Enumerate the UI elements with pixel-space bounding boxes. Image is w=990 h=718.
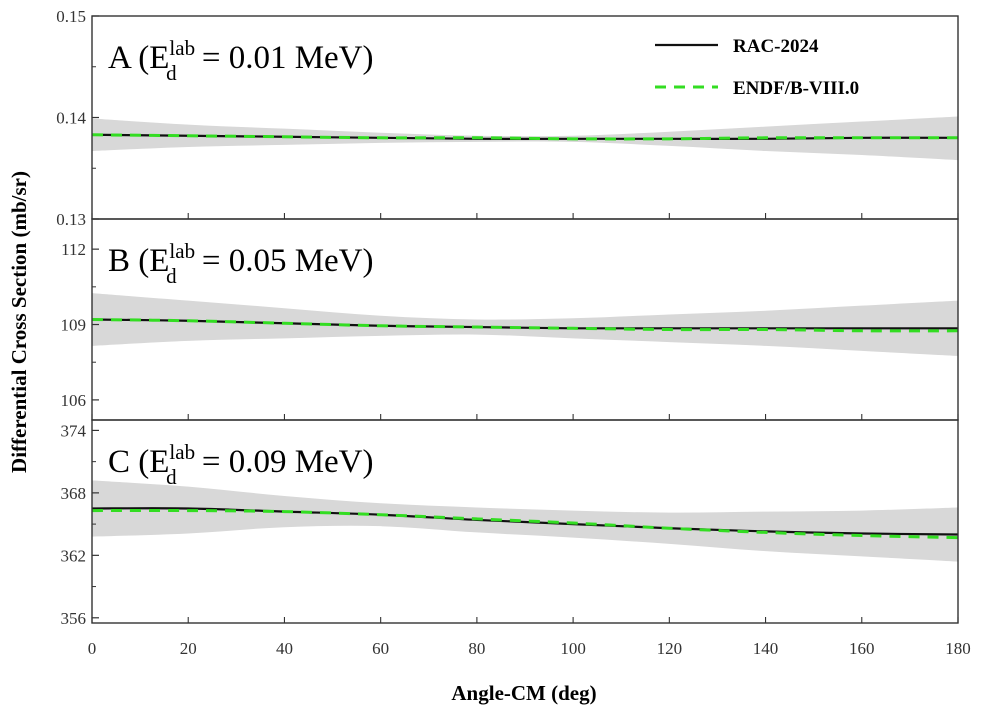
x-tick-label: 100 xyxy=(560,639,586,658)
series-line-rac-c xyxy=(92,507,958,536)
x-tick-label: 120 xyxy=(657,639,683,658)
y-tick-label-a: 0.13 xyxy=(56,210,86,229)
x-tick-label: 140 xyxy=(753,639,779,658)
legend-label-endf: ENDF/B-VIII.0 xyxy=(733,78,859,99)
panel-frame-c xyxy=(91,419,959,624)
y-axis-title: Differential Cross Section (mb/sr) xyxy=(7,171,31,473)
y-tick-label-a: 0.14 xyxy=(56,109,86,128)
x-tick-label: 40 xyxy=(276,639,293,658)
panel-b: 106 109 112 B (Elab d = 0.05 MeV) xyxy=(61,218,959,421)
x-tick-label: 80 xyxy=(468,639,485,658)
series-line-endf-c xyxy=(92,508,958,540)
x-tick-label: 60 xyxy=(372,639,389,658)
panel-c: 356 362 368 374 C (Elab d = 0.09 MeV) xyxy=(61,419,959,628)
series-line-rac-a xyxy=(92,133,958,140)
series-line-rac-b xyxy=(92,318,958,330)
panel-label-b: B (Elab d = 0.05 MeV) xyxy=(108,239,374,288)
panel-a: 0.13 0.14 0.15 A (Elab d = 0.01 MeV) xyxy=(56,7,959,229)
x-tick-label: 180 xyxy=(945,639,971,658)
panel-label-a: A (Elab d = 0.01 MeV) xyxy=(108,36,374,85)
x-tick-label: 20 xyxy=(180,639,197,658)
y-tick-label-c: 374 xyxy=(61,421,87,440)
x-tick-label: 160 xyxy=(849,639,875,658)
uncertainty-band-b xyxy=(92,293,958,356)
y-tick-label-b: 112 xyxy=(61,240,86,259)
y-tick-label-b: 109 xyxy=(61,316,87,335)
legend: RAC-2024 ENDF/B-VIII.0 xyxy=(655,36,859,99)
y-tick-label-c: 368 xyxy=(61,484,87,503)
panel-label-c: C (Elab d = 0.09 MeV) xyxy=(108,440,374,489)
x-tick-label: 0 xyxy=(88,639,97,658)
y-tick-label-c: 362 xyxy=(61,546,87,565)
y-tick-label-b: 106 xyxy=(61,391,87,410)
legend-label-rac: RAC-2024 xyxy=(733,36,819,57)
y-tick-label-a: 0.15 xyxy=(56,7,86,26)
y-tick-label-c: 356 xyxy=(61,609,87,628)
x-axis-title: Angle-CM (deg) xyxy=(451,681,596,705)
